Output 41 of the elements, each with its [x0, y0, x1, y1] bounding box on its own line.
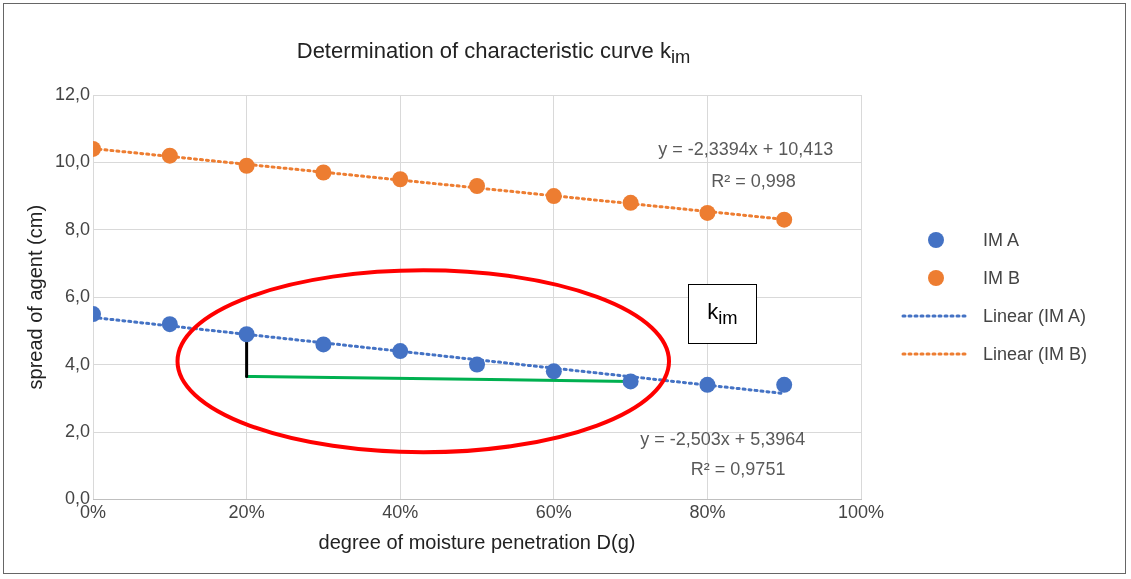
- point: [315, 164, 332, 181]
- annotation: y = -2,503x + 5,3964: [640, 428, 806, 450]
- y-tick-label: 12,0: [54, 83, 91, 104]
- point: [315, 336, 332, 353]
- y-axis-title: spread of agent (cm): [23, 204, 46, 390]
- point: [469, 177, 486, 194]
- annotation: k$_{im}$: [688, 283, 757, 345]
- point: [622, 373, 639, 390]
- y-tick-label: 2,0: [65, 420, 91, 441]
- point: [545, 363, 562, 380]
- y-tick-label: 4,0: [65, 353, 91, 374]
- x-axis-title: degree of moisture penetration D(g): [318, 530, 636, 553]
- annotation: R² = 0,9751: [690, 458, 786, 480]
- legend-label: IM B: [983, 267, 1021, 289]
- x-tick-label: 100%: [837, 502, 885, 523]
- y-tick-label: 6,0: [65, 286, 91, 307]
- point: [392, 171, 409, 188]
- point: [776, 376, 793, 393]
- point: [161, 316, 178, 333]
- x-tick-label: 60%: [535, 502, 572, 523]
- point: [469, 356, 486, 373]
- point: [776, 211, 793, 228]
- legend-label: Linear (IM B): [983, 343, 1088, 365]
- annotation: y = -2,3394x + 10,413: [658, 138, 834, 160]
- point: [699, 376, 716, 393]
- point: [392, 343, 409, 360]
- legend-label: IM A: [983, 229, 1020, 251]
- point: [238, 157, 255, 174]
- chart-title: Determination of characteristic curve k$_{im}$: [295, 38, 692, 69]
- point: [238, 326, 255, 343]
- legend-label: Linear (IM A): [983, 305, 1087, 327]
- point: [622, 194, 639, 211]
- point: [161, 147, 178, 164]
- x-tick-label: 80%: [689, 502, 726, 523]
- point: [699, 204, 716, 221]
- y-tick-label: 8,0: [65, 218, 91, 239]
- y-tick-label: 10,0: [54, 151, 91, 172]
- point: [545, 188, 562, 205]
- x-tick-label: 20%: [228, 502, 265, 523]
- x-tick-label: 40%: [382, 502, 419, 523]
- annotation: R² = 0,998: [711, 170, 796, 192]
